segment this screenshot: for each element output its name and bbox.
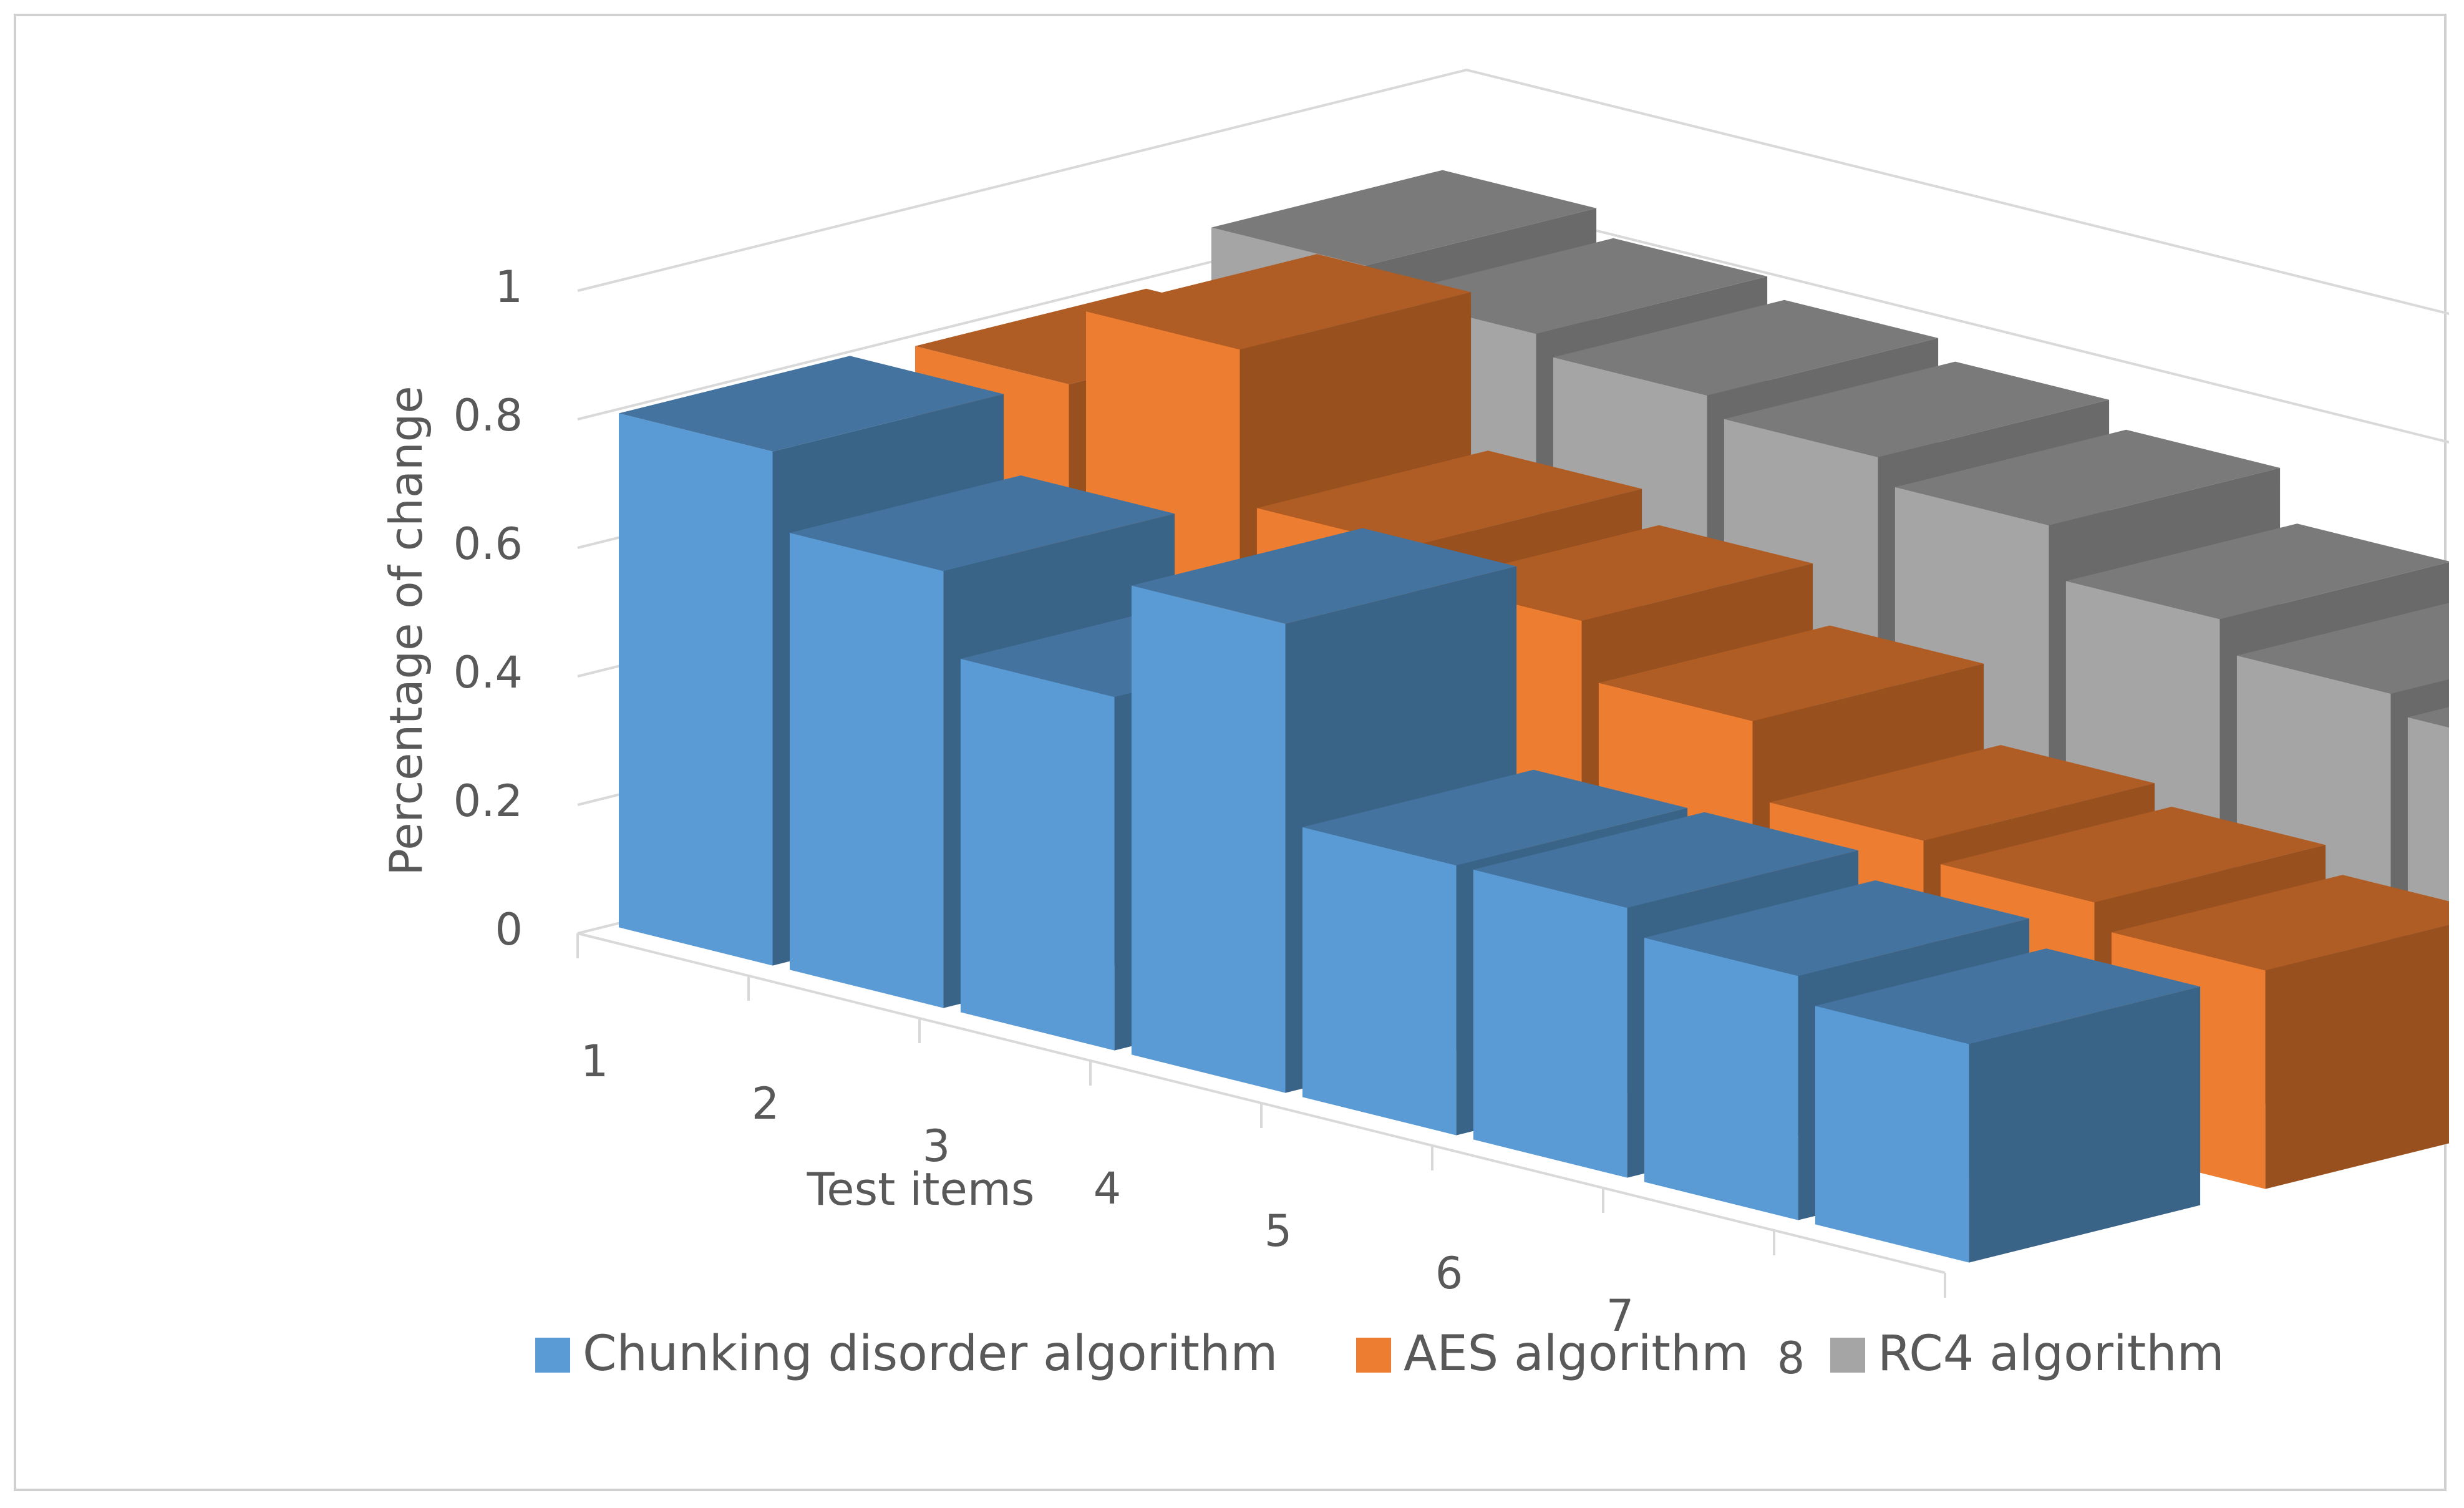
bar-top-face xyxy=(1724,361,2110,457)
gridline-5 xyxy=(577,68,2449,315)
bar-chart-3d: 0 0.2 0.4 0.6 0.8 1 1 2 3 4 5 6 7 8 Percentage of ch… xyxy=(380,68,2449,1384)
x-tick-label: 5 xyxy=(1264,1205,1293,1257)
bar-top-face xyxy=(1256,450,1642,547)
bar-front-face xyxy=(619,413,773,966)
legend-swatch-rc4 xyxy=(1830,1338,1865,1373)
chart-frame: 0 0.2 0.4 0.6 0.8 1 1 2 3 4 5 6 7 8 Percentage of ch… xyxy=(14,14,2449,1491)
bar-top-face xyxy=(1644,880,2030,976)
bar-side-face xyxy=(1969,986,2201,1263)
bar-front-face xyxy=(1815,1006,1969,1263)
bar-top-face xyxy=(1382,238,1768,334)
legend-swatch-aes xyxy=(1356,1338,1391,1373)
x-tick-label: 2 xyxy=(752,1078,780,1129)
x-tick-label: 3 xyxy=(923,1121,951,1172)
bar-top-face xyxy=(1086,254,1472,350)
y-tick-label: 0.6 xyxy=(454,518,523,570)
legend-label-chunking: Chunking disorder algorithm xyxy=(583,1326,1278,1382)
y-tick-label: 0 xyxy=(495,904,523,955)
x-tick-label: 7 xyxy=(1606,1290,1634,1341)
legend-item-rc4[interactable]: RC4 algorithm xyxy=(1830,1326,2224,1382)
y-tick-label: 0.4 xyxy=(454,647,523,698)
bar-top-face xyxy=(1553,299,1939,396)
bar-front-face xyxy=(1473,869,1627,1178)
bar-side-face xyxy=(2265,925,2449,1189)
bar-front-face xyxy=(1131,585,1286,1093)
legend-swatch-chunking xyxy=(535,1338,570,1373)
bar-top-face xyxy=(1473,812,1859,908)
bar-top-face xyxy=(1302,769,1688,865)
bar-top-face xyxy=(1211,170,1597,266)
bar-front-face xyxy=(790,533,944,1008)
legend-label-aes: AES algorithm xyxy=(1404,1326,1749,1382)
bar-front-face xyxy=(960,658,1115,1051)
bar-top-face xyxy=(619,356,1004,452)
legend-item-aes[interactable]: AES algorithm xyxy=(1356,1326,1749,1382)
bar-top-face xyxy=(1769,745,2155,841)
y-tick-label: 0.2 xyxy=(454,776,523,827)
x-tick-label: 4 xyxy=(1094,1163,1122,1214)
x-axis-ticks: 1 2 3 4 5 6 7 8 xyxy=(576,932,1946,1384)
bar-top-face xyxy=(1815,948,2201,1044)
legend-label-rc4: RC4 algorithm xyxy=(1878,1326,2224,1382)
y-tick-label: 0.8 xyxy=(454,390,523,441)
y-axis-title: Percentage of change xyxy=(380,386,432,875)
bar-top-face xyxy=(2111,875,2449,971)
y-tick-label: 1 xyxy=(495,261,523,313)
y-axis-ticks: 0 0.2 0.4 0.6 0.8 1 xyxy=(454,261,523,955)
x-tick-label: 8 xyxy=(1777,1333,1805,1384)
bar-top-face xyxy=(1598,625,1984,721)
bar-top-face xyxy=(1894,429,2281,525)
legend: Chunking disorder algorithm AES algorith… xyxy=(535,1326,2224,1382)
x-tick-label: 1 xyxy=(581,1036,609,1087)
bar-top-face xyxy=(2236,603,2449,694)
bar-top-face xyxy=(2065,523,2449,620)
x-axis-title: Test items xyxy=(807,1163,1035,1215)
bar-1-8 xyxy=(1815,948,2201,1263)
bar-top-face xyxy=(1940,807,2326,903)
x-tick-label: 6 xyxy=(1435,1248,1463,1299)
bar-top-face xyxy=(790,475,1175,572)
legend-item-chunking[interactable]: Chunking disorder algorithm xyxy=(535,1326,1278,1382)
bar-top-face xyxy=(1131,528,1517,624)
bar-top-face xyxy=(1427,525,1813,621)
bar-front-face xyxy=(1302,827,1457,1136)
bar-top-face xyxy=(2407,707,2449,727)
bars-layer xyxy=(619,170,2449,1263)
bar-front-face xyxy=(1644,938,1798,1220)
